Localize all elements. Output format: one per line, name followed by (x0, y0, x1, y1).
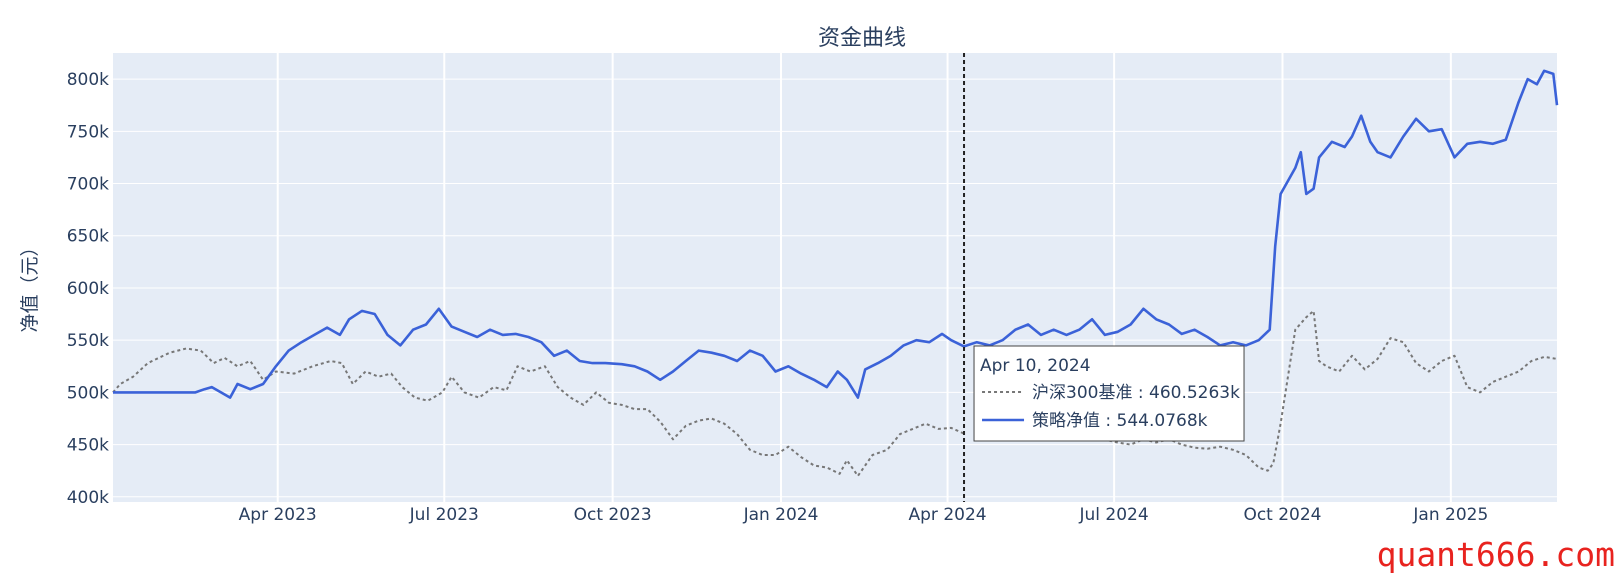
plot-area[interactable] (113, 53, 1557, 502)
y-gridlines (113, 78, 1557, 498)
x-tick-labels: Apr 2023 Jul 2023 Oct 2023 Jan 2024 Apr 2024… (239, 505, 1489, 525)
strategy-line (113, 69, 1559, 399)
chart-title: 资金曲线 (818, 26, 906, 51)
tooltip-box (973, 345, 1245, 442)
y-tick-label: 800k (67, 70, 109, 90)
benchmark-line (1102, 309, 1558, 472)
x-tick-label: Apr 2023 (239, 505, 317, 525)
y-tick-label: 400k (67, 488, 109, 508)
y-tick-label: 500k (67, 383, 109, 403)
y-tick-label: 550k (67, 331, 109, 351)
y-tick-label: 450k (67, 436, 109, 456)
y-tick-label: 650k (67, 227, 109, 247)
tooltip-benchmark-value: 沪深300基准 : 460.5263k (1032, 383, 1240, 403)
y-tick-label: 600k (67, 279, 109, 299)
x-gridlines (276, 53, 1452, 502)
x-tick-label: Oct 2023 (574, 505, 652, 525)
tooltip-strategy-value: 策略净值 : 544.0768k (1032, 411, 1208, 431)
x-tick-label: Jul 2024 (1079, 505, 1149, 525)
y-tick-labels: 400k 450k 500k 550k 600k 650k 700k 750k 800k (67, 70, 109, 508)
watermark-text: quant666.com (1376, 535, 1615, 574)
y-axis-label: 净值（元） (19, 237, 41, 332)
benchmark-line (112, 347, 965, 477)
x-tick-label: Jul 2023 (409, 505, 479, 525)
x-tick-label: Jan 2025 (1412, 505, 1488, 525)
hover-tooltip: Apr 10, 2024 沪深300基准 : 460.5263k 策略净值 : … (973, 345, 1245, 442)
x-tick-label: Apr 2024 (909, 505, 987, 525)
tooltip-date: Apr 10, 2024 (980, 356, 1091, 376)
x-tick-label: Jan 2024 (743, 505, 819, 525)
y-tick-label: 750k (67, 122, 109, 142)
x-tick-label: Oct 2024 (1243, 505, 1321, 525)
y-tick-label: 700k (67, 175, 109, 195)
series-lines (112, 69, 1559, 477)
